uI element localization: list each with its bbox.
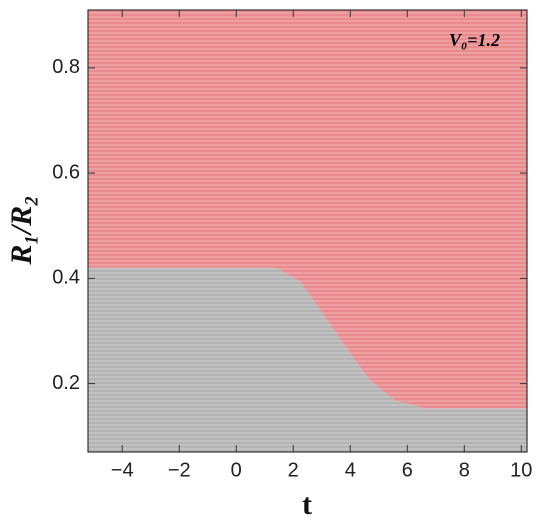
y-tick-label: 0.2 (52, 372, 80, 394)
texture (88, 10, 527, 452)
x-tick-label: 2 (288, 459, 299, 481)
x-tick-label: 6 (402, 459, 413, 481)
x-tick-label: −2 (168, 459, 191, 481)
y-tick-label: 0.4 (52, 267, 80, 289)
x-tick-label: 10 (510, 459, 532, 481)
x-tick-label: 4 (345, 459, 356, 481)
frame (87, 9, 528, 453)
y-axis-label: R₁/R₂ (5, 195, 38, 265)
x-tick-label: 0 (231, 459, 242, 481)
y-tick-label: 0.8 (52, 56, 80, 78)
x-tick-label: −4 (111, 459, 134, 481)
y-tick-label: 0.6 (52, 161, 80, 183)
x-tick-label: 8 (459, 459, 470, 481)
annotation: V₀=1.2 (449, 30, 500, 50)
x-axis-label: t (302, 488, 312, 521)
